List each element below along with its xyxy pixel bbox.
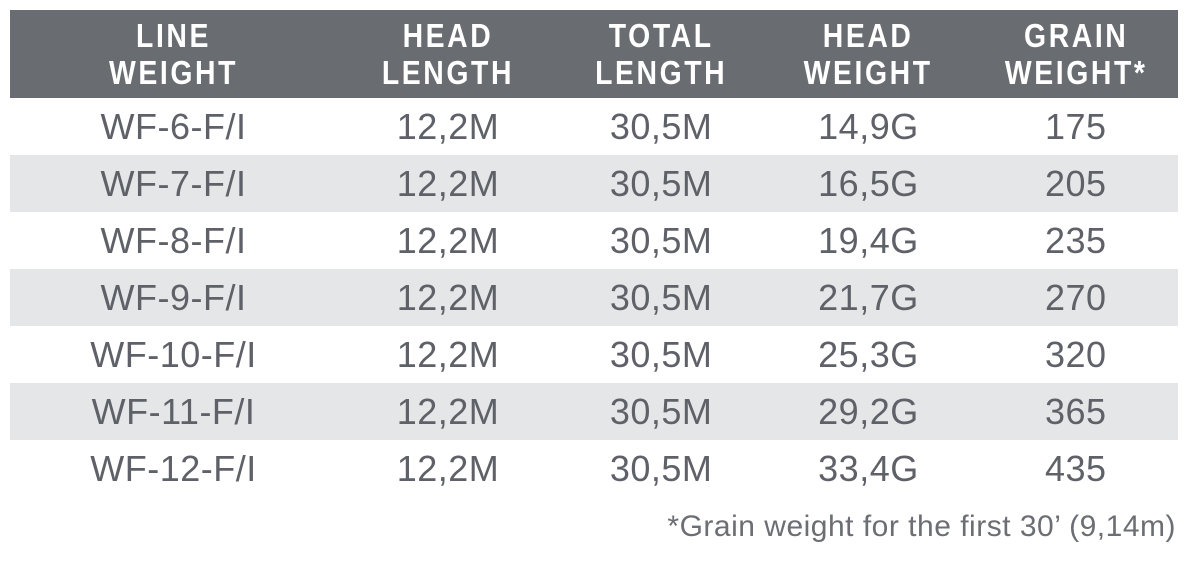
cell-total-length: 30,5M <box>558 98 764 155</box>
cell-grain-weight: 235 <box>973 212 1178 269</box>
cell-head-weight: 25,3G <box>763 326 974 383</box>
line-spec-table-container: LINE WEIGHT HEAD LENGTH TOTAL LENGTH HEA… <box>10 10 1178 547</box>
cell-grain-weight: 435 <box>973 440 1178 497</box>
cell-grain-weight: 320 <box>973 326 1178 383</box>
table-row-wf6: WF-6-F/I 12,2M 30,5M 14,9G 175 <box>10 98 1178 155</box>
cell-head-length: 12,2M <box>337 98 559 155</box>
table-row-wf8: WF-8-F/I 12,2M 30,5M 19,4G 235 <box>10 212 1178 269</box>
col-header-head-length-label: HEAD LENGTH <box>381 17 515 91</box>
table-header-row: LINE WEIGHT HEAD LENGTH TOTAL LENGTH HEA… <box>10 10 1178 98</box>
cell-grain-weight: 365 <box>973 383 1178 440</box>
cell-head-weight: 14,9G <box>763 98 974 155</box>
col-header-head-weight: HEAD WEIGHT <box>763 10 974 98</box>
col-header-grain-weight: GRAIN WEIGHT* <box>973 10 1178 98</box>
cell-head-weight: 16,5G <box>763 155 974 212</box>
cell-head-length: 12,2M <box>337 326 559 383</box>
cell-line-weight: WF-9-F/I <box>10 269 338 326</box>
cell-line-weight: WF-6-F/I <box>10 98 338 155</box>
col-header-grain-weight-label: GRAIN WEIGHT* <box>1004 17 1148 91</box>
cell-head-weight: 33,4G <box>763 440 974 497</box>
cell-head-length: 12,2M <box>337 155 559 212</box>
col-header-total-length: TOTAL LENGTH <box>558 10 764 98</box>
cell-head-weight: 21,7G <box>763 269 974 326</box>
cell-head-length: 12,2M <box>337 440 559 497</box>
cell-head-weight: 19,4G <box>763 212 974 269</box>
cell-head-length: 12,2M <box>337 212 559 269</box>
cell-total-length: 30,5M <box>558 326 764 383</box>
cell-line-weight: WF-8-F/I <box>10 212 338 269</box>
col-header-head-weight-label: HEAD WEIGHT <box>803 17 933 91</box>
cell-line-weight: WF-11-F/I <box>10 383 338 440</box>
table-row-wf12: WF-12-F/I 12,2M 30,5M 33,4G 435 <box>10 440 1178 497</box>
line-spec-table: LINE WEIGHT HEAD LENGTH TOTAL LENGTH HEA… <box>10 10 1178 497</box>
col-header-head-length: HEAD LENGTH <box>337 10 559 98</box>
cell-total-length: 30,5M <box>558 155 764 212</box>
cell-head-length: 12,2M <box>337 269 559 326</box>
table-row-wf9: WF-9-F/I 12,2M 30,5M 21,7G 270 <box>10 269 1178 326</box>
cell-grain-weight: 270 <box>973 269 1178 326</box>
table-row-wf10: WF-10-F/I 12,2M 30,5M 25,3G 320 <box>10 326 1178 383</box>
cell-line-weight: WF-10-F/I <box>10 326 338 383</box>
cell-line-weight: WF-7-F/I <box>10 155 338 212</box>
cell-grain-weight: 205 <box>973 155 1178 212</box>
table-row-wf11: WF-11-F/I 12,2M 30,5M 29,2G 365 <box>10 383 1178 440</box>
cell-head-weight: 29,2G <box>763 383 974 440</box>
cell-total-length: 30,5M <box>558 383 764 440</box>
cell-grain-weight: 175 <box>973 98 1178 155</box>
table-row-wf7: WF-7-F/I 12,2M 30,5M 16,5G 205 <box>10 155 1178 212</box>
grain-weight-footnote: *Grain weight for the first 30’ (9,14m) <box>667 510 1176 543</box>
cell-total-length: 30,5M <box>558 440 764 497</box>
col-header-line-weight: LINE WEIGHT <box>10 10 338 98</box>
cell-total-length: 30,5M <box>558 212 764 269</box>
col-header-total-length-label: TOTAL LENGTH <box>595 17 728 91</box>
cell-total-length: 30,5M <box>558 269 764 326</box>
col-header-line-weight-label: LINE WEIGHT <box>109 17 239 91</box>
cell-head-length: 12,2M <box>337 383 559 440</box>
cell-line-weight: WF-12-F/I <box>10 440 338 497</box>
